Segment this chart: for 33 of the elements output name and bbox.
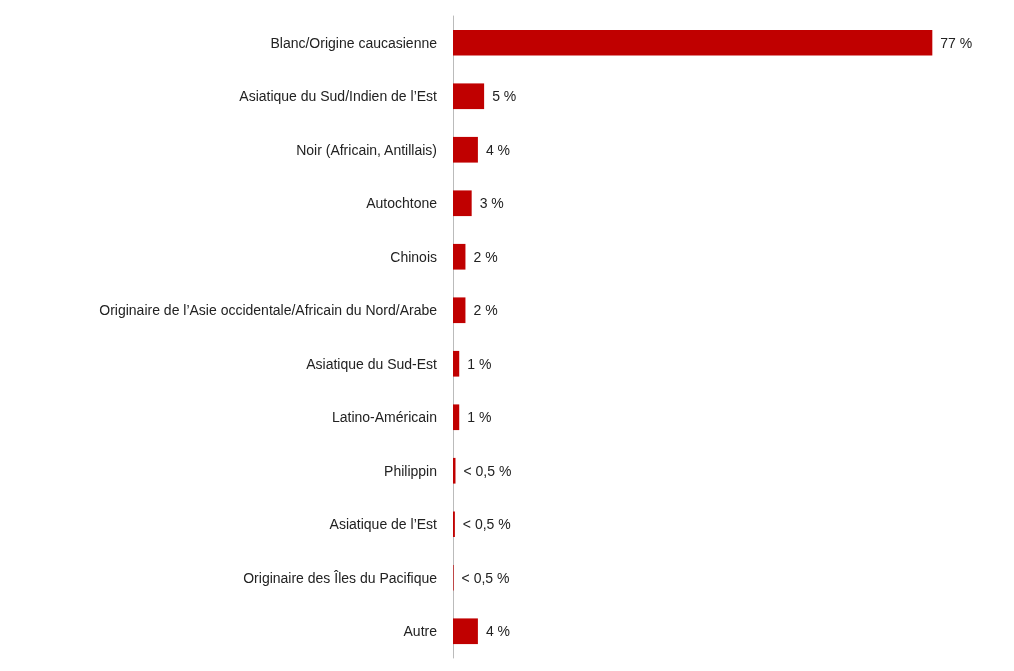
- data-label: 4 %: [485, 141, 511, 158]
- data-label: 5 %: [492, 88, 517, 105]
- data-label: 4 %: [485, 623, 511, 640]
- data-label: 1 %: [467, 355, 492, 372]
- y-tick-label: Asiatique du Sud-Est: [306, 355, 438, 372]
- y-tick-label: Autre: [403, 623, 438, 640]
- bar: [453, 83, 485, 110]
- data-label: 2 %: [473, 302, 498, 319]
- bar: [453, 404, 460, 431]
- data-label: < 0,5 %: [463, 462, 512, 479]
- bar: [453, 29, 933, 56]
- data-label: 77 %: [940, 34, 973, 51]
- y-tick-label: Blanc/Origine caucasienne: [270, 34, 438, 51]
- y-tick-label: Asiatique du Sud/Indien de l’Est: [239, 88, 438, 105]
- data-label: < 0,5 %: [461, 569, 510, 586]
- data-label: 1 %: [467, 409, 492, 426]
- y-tick-label: Latino-Américain: [331, 409, 437, 426]
- data-label: < 0,5 %: [462, 516, 511, 533]
- y-tick-label: Chinois: [390, 248, 437, 265]
- y-tick-label: Originaire des Îles du Pacifique: [243, 569, 438, 586]
- bar: [453, 297, 466, 324]
- data-label: 2 %: [473, 248, 498, 265]
- bar: [453, 136, 478, 163]
- y-tick-label: Asiatique de l’Est: [329, 516, 438, 533]
- y-tick-label: Autochtone: [366, 195, 438, 212]
- bar: [453, 190, 472, 217]
- bar: [453, 618, 478, 645]
- y-tick-label: Philippin: [384, 462, 437, 479]
- bar: [453, 243, 466, 270]
- y-tick-label: Originaire de l’Asie occidentale/Africain du Nord/Arabe: [99, 302, 438, 319]
- data-label: 3 %: [479, 195, 504, 212]
- y-tick-label: Noir (Africain, Antillais): [296, 141, 437, 158]
- bar: [453, 350, 460, 377]
